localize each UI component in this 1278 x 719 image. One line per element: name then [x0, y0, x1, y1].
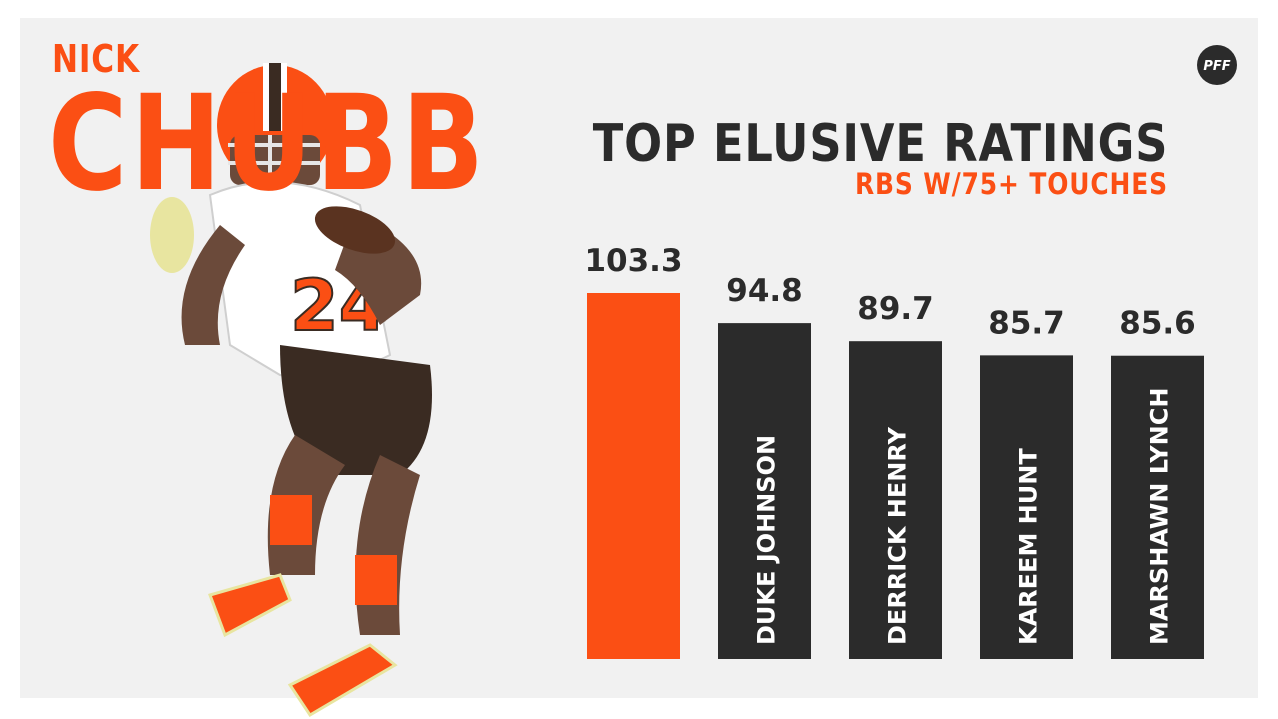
player-last-name: CHUBB — [48, 67, 488, 221]
bar-value-label: 85.7 — [988, 305, 1065, 341]
bar — [1111, 355, 1204, 659]
bar-value-label: 103.3 — [584, 243, 682, 279]
football-shape — [314, 206, 396, 254]
bar-value-label: 94.8 — [726, 273, 803, 309]
bar — [849, 341, 942, 659]
bar-value-label: 85.6 — [1119, 306, 1196, 342]
bar-category-label: MARSHAWN LYNCH — [1146, 388, 1174, 645]
player-first-name: NICK — [52, 37, 140, 81]
bar — [980, 355, 1073, 659]
bar — [587, 293, 680, 659]
bar-category-label: DUKE JOHNSON — [753, 435, 781, 645]
bar-category-label: DERRICK HENRY — [884, 426, 912, 645]
bar-category-label: KAREEM HUNT — [1015, 448, 1043, 645]
glove-shape — [150, 197, 194, 273]
pants-shape — [280, 345, 432, 475]
logo-text: PFF — [1203, 59, 1230, 74]
bar — [718, 323, 811, 659]
chart-title: TOP ELUSIVE RATINGS — [592, 114, 1168, 174]
chart-subtitle: RBS W/75+ TOUCHES — [854, 167, 1168, 201]
pff-football-logo-icon: PFF — [1197, 45, 1237, 85]
cleat-shape — [208, 573, 292, 638]
player-photo: 24 — [150, 63, 432, 718]
face-shape — [230, 135, 320, 185]
bar-value-label: 89.7 — [857, 291, 934, 327]
